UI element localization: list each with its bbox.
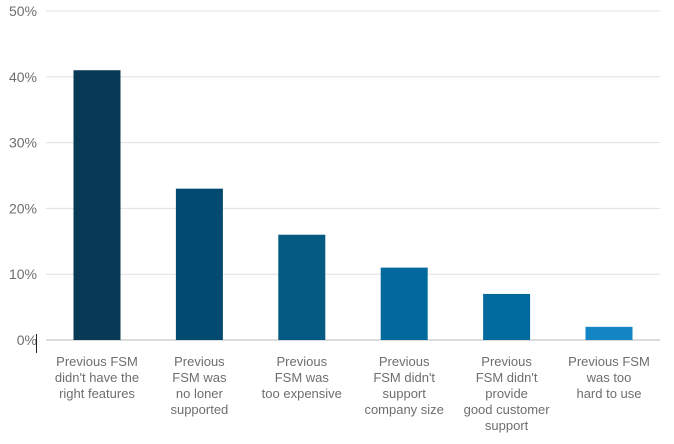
x-tick-label: Previous FSM was no loner supported (144, 354, 254, 418)
x-tick-label-line: company size (364, 402, 444, 417)
x-tick-label: Previous FSM was too hard to use (554, 354, 664, 402)
bar (278, 234, 326, 340)
x-tick-label-line: Previous (174, 354, 225, 369)
y-tick-label: 40% (9, 69, 37, 85)
x-tick-label-line: Previous (378, 354, 430, 369)
x-tick-label-line: hard to use (576, 386, 642, 401)
x-tick-label-line: didn't have the (54, 370, 140, 385)
x-tick-label-line: right features (59, 386, 135, 401)
x-tick-label-line: provide (485, 386, 528, 401)
x-tick-label-line: no loner (175, 386, 223, 401)
x-tick-label-line: good customer (463, 402, 550, 417)
text-cursor (36, 334, 37, 353)
x-tick-label-line: Previous (481, 354, 532, 369)
bar (483, 293, 531, 340)
x-tick-label-line: Previous (276, 354, 328, 369)
x-tick-label-line: was too (586, 370, 632, 385)
x-tick-label-line: support (484, 418, 529, 433)
bars (73, 70, 633, 340)
x-tick-label: Previous FSM didn't provide good customer su… (452, 354, 562, 434)
x-tick-label: Previous FSM didn't support company size (349, 354, 459, 418)
gridlines (46, 10, 660, 341)
bar (175, 188, 223, 340)
x-tick-label-line: FSM didn't (475, 370, 538, 385)
x-tick-label-line: Previous FSM (56, 354, 138, 369)
bar (380, 267, 428, 340)
bar (585, 326, 633, 340)
x-tick-label: Previous FSM didn't have the right feature… (42, 354, 152, 402)
y-tick-label: 30% (9, 135, 37, 151)
x-tick-label-line: FSM was (274, 370, 329, 385)
x-tick-label-line: support (382, 386, 426, 401)
bar (73, 70, 121, 340)
x-tick-label-line: too expensive (261, 386, 342, 401)
y-tick-label: 50% (9, 3, 37, 19)
y-axis-ticks: 0% 10% 20% 30% 40% 50% (9, 3, 37, 348)
y-tick-label: 0% (17, 332, 37, 348)
x-tick-label: Previous FSM was too expensive (247, 354, 357, 402)
x-tick-label-line: supported (170, 402, 229, 417)
x-tick-label-line: FSM didn't (373, 370, 436, 385)
x-tick-label-line: FSM was (172, 370, 227, 385)
x-tick-label-line: Previous FSM (568, 354, 650, 369)
y-tick-label: 10% (9, 266, 37, 282)
y-tick-label: 20% (9, 200, 37, 216)
